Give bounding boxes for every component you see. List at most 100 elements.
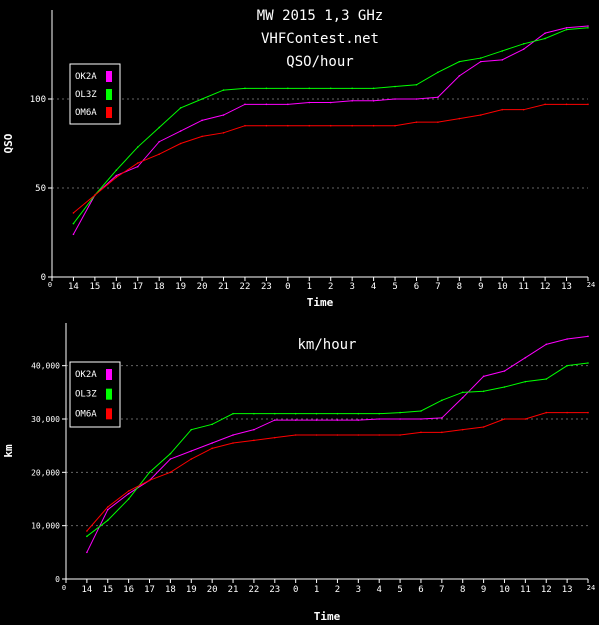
x-tick-label: 18 — [154, 282, 165, 292]
x-tick-label: 2 — [335, 585, 340, 595]
data-point-ok2a — [115, 174, 118, 177]
x-tick-label: 8 — [460, 585, 465, 595]
data-point-ok2a — [399, 418, 401, 420]
data-point-om6a — [86, 530, 88, 532]
data-point-ol3z — [458, 60, 461, 63]
data-point-om6a — [503, 418, 506, 420]
legend-swatch-ok2a — [106, 71, 112, 82]
x-tick-label: 11 — [520, 585, 531, 595]
data-point-om6a — [265, 124, 268, 127]
data-point-om6a — [127, 490, 130, 492]
data-point-ok2a — [287, 103, 289, 106]
y-tick-label: 50 — [35, 184, 46, 194]
data-point-om6a — [190, 458, 193, 460]
data-point-om6a — [378, 434, 381, 436]
legend-label-ol3z: OL3Z — [75, 90, 97, 100]
y-axis-label: km — [2, 444, 15, 458]
x-tick-label: 12 — [540, 282, 551, 292]
legend-label-om6a: OM6A — [75, 108, 97, 118]
data-point-om6a — [232, 442, 234, 444]
data-point-om6a — [315, 434, 318, 436]
x-tick-label: 11 — [518, 282, 529, 292]
legend-label-ok2a: OK2A — [75, 72, 97, 82]
x-axis-label: Time — [307, 296, 334, 309]
data-point-om6a — [351, 124, 353, 127]
data-point-ok2a — [565, 27, 568, 29]
data-point-ol3z — [136, 146, 139, 148]
data-point-om6a — [372, 124, 375, 127]
data-point-om6a — [106, 506, 109, 508]
data-point-ok2a — [482, 375, 485, 378]
data-point-ok2a — [441, 417, 443, 419]
x-tick-label: 9 — [481, 585, 486, 595]
data-point-ok2a — [190, 450, 193, 452]
data-point-om6a — [587, 103, 589, 106]
data-point-ol3z — [441, 399, 443, 402]
legend-swatch-om6a — [106, 408, 112, 420]
x-tick-label: 5 — [397, 585, 402, 595]
chart-title: km/hour — [297, 337, 356, 353]
data-point-ok2a — [232, 434, 234, 436]
data-point-om6a — [415, 121, 418, 123]
data-point-ol3z — [148, 471, 151, 474]
chart-title: VHFContest.net — [261, 31, 379, 47]
series-line-om6a — [86, 412, 588, 532]
data-point-ol3z — [86, 535, 88, 538]
data-point-ok2a — [201, 119, 203, 122]
data-point-om6a — [94, 194, 96, 196]
x-tick-label: 10 — [499, 585, 510, 595]
x-tick-label: 20 — [207, 585, 218, 595]
x-tick-label: 18 — [165, 585, 176, 595]
data-point-om6a — [420, 431, 422, 434]
x-tick-label: 1 — [314, 585, 319, 595]
data-point-ol3z — [501, 50, 504, 52]
x-tick-label: 12 — [541, 585, 552, 595]
data-point-ok2a — [86, 551, 88, 554]
data-point-om6a — [357, 434, 360, 436]
data-point-ok2a — [503, 370, 506, 372]
data-point-ok2a — [336, 419, 339, 421]
data-point-ol3z — [179, 107, 182, 109]
data-point-ok2a — [587, 335, 589, 338]
data-point-om6a — [565, 103, 568, 106]
x-tick-label: 20 — [197, 282, 208, 292]
x-tick-label: 13 — [561, 282, 572, 292]
x-tick-label: 6 — [414, 282, 419, 292]
data-point-ok2a — [136, 165, 139, 168]
data-point-om6a — [482, 426, 485, 428]
data-point-om6a — [399, 434, 401, 436]
data-point-ol3z — [287, 87, 289, 90]
data-point-ol3z — [587, 27, 589, 29]
x-tick-label: 24 — [587, 281, 595, 289]
legend-swatch-ol3z — [106, 89, 112, 100]
data-point-ol3z — [351, 87, 353, 90]
data-point-ol3z — [480, 57, 482, 59]
data-point-ok2a — [415, 98, 418, 100]
x-tick-label: 21 — [218, 282, 229, 292]
data-point-om6a — [274, 436, 276, 439]
legend-label-om6a: OM6A — [75, 409, 97, 419]
data-point-ok2a — [308, 101, 311, 104]
x-tick-label: 5 — [392, 282, 397, 292]
x-tick-label: 0 — [285, 282, 290, 292]
x-tick-label: 21 — [228, 585, 239, 595]
data-point-ok2a — [179, 130, 182, 132]
x-tick-label: 22 — [248, 585, 259, 595]
data-point-om6a — [179, 142, 182, 145]
legend-label-ol3z: OL3Z — [75, 390, 97, 400]
data-point-ol3z — [329, 87, 332, 90]
data-point-om6a — [72, 212, 75, 214]
data-point-ok2a — [357, 419, 360, 421]
x-tick-label: 0 — [62, 584, 66, 592]
data-point-om6a — [524, 418, 527, 420]
x-tick-label: 13 — [562, 585, 573, 595]
y-tick-label: 10,000 — [31, 522, 60, 531]
x-tick-label: 8 — [457, 282, 462, 292]
x-tick-label: 17 — [132, 282, 143, 292]
data-point-om6a — [158, 153, 160, 155]
x-tick-label: 7 — [435, 282, 440, 292]
data-point-ok2a — [372, 99, 375, 102]
data-point-ok2a — [72, 233, 75, 236]
data-point-ol3z — [211, 423, 213, 426]
